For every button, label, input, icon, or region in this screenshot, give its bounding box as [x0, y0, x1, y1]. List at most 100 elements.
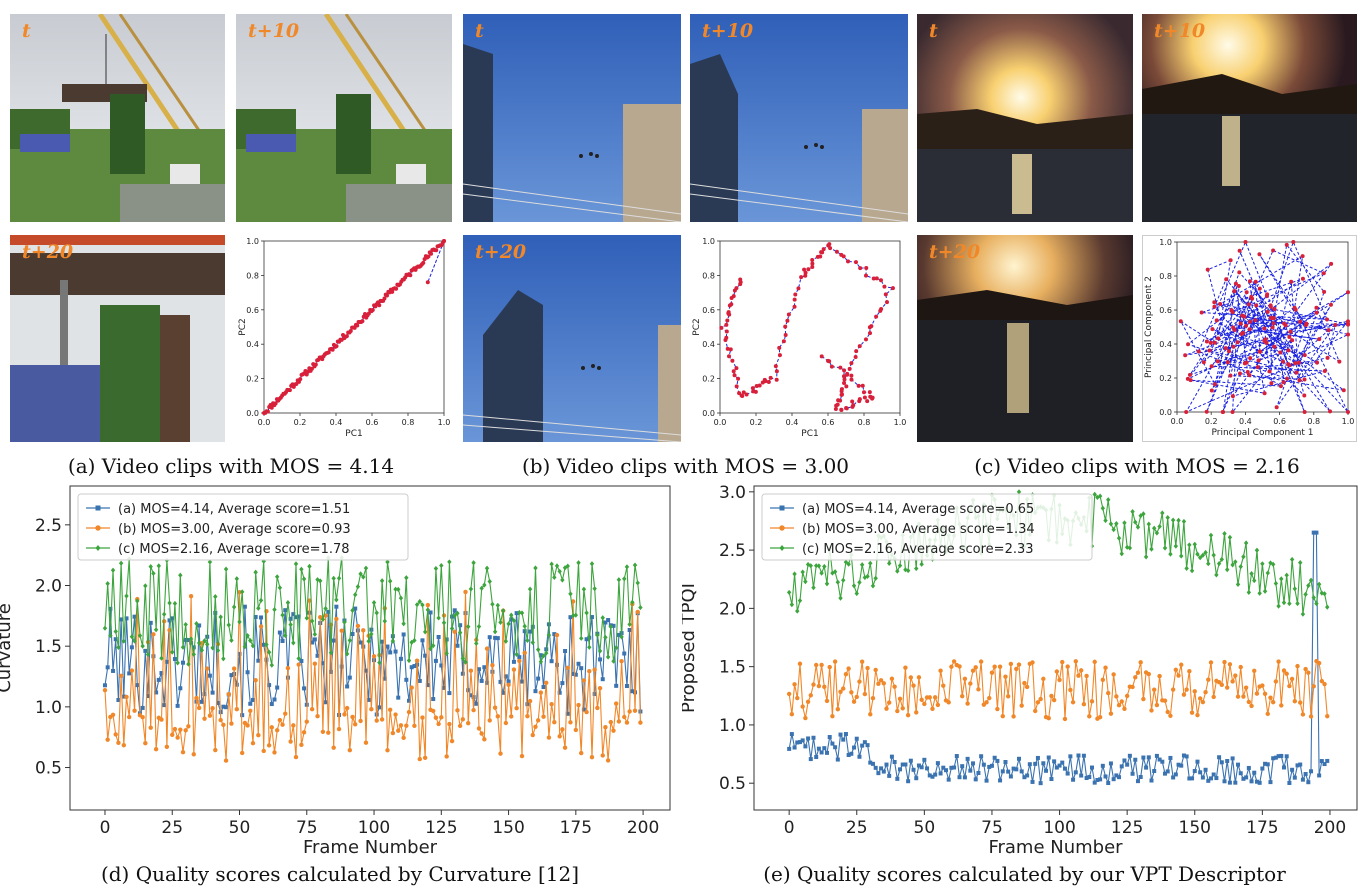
x-tick-label: 0.2	[294, 418, 307, 427]
series-point	[500, 608, 506, 614]
series-point	[511, 659, 516, 664]
series-point	[191, 651, 196, 657]
series-point	[1171, 775, 1176, 780]
series-point	[811, 735, 816, 740]
series-point	[334, 616, 339, 622]
x-tick-label: 50	[914, 818, 936, 838]
series-point	[1181, 518, 1187, 525]
series-point	[792, 571, 797, 577]
series-point	[167, 600, 172, 606]
series-point	[933, 772, 938, 777]
tpqi-chart: 0 25 50 75 100 125 150 175 200 0.5 1.0 1.5 2.0 2.5 3.0…	[678, 478, 1367, 860]
series-point	[624, 684, 629, 689]
series-point	[520, 679, 525, 684]
series-point	[1141, 696, 1146, 702]
series-point	[884, 706, 889, 711]
series-point	[616, 719, 622, 724]
series-point	[835, 707, 841, 712]
series-point	[387, 578, 393, 584]
series-point	[261, 748, 266, 754]
series-point	[841, 686, 846, 691]
pca-b-point	[874, 276, 879, 281]
series-point	[153, 627, 159, 633]
series-point	[492, 705, 498, 710]
series-point	[180, 644, 186, 650]
pca-c-point	[1328, 302, 1333, 307]
series-point	[611, 728, 616, 733]
x-tick-label: 0.0	[714, 418, 727, 427]
series-point	[565, 665, 570, 671]
pca-b-point	[810, 257, 815, 262]
y-tick-label: 2.5	[719, 541, 746, 561]
series-point	[425, 607, 431, 613]
series-point	[374, 610, 379, 616]
series-point	[873, 575, 878, 581]
x-tick-label: 0.6	[822, 418, 835, 427]
series-point	[291, 723, 296, 728]
series-point	[819, 662, 824, 668]
series-point	[538, 690, 544, 695]
series-point	[1254, 691, 1260, 696]
pca-b-point	[818, 254, 823, 259]
pca-c-point	[1326, 328, 1331, 333]
series-point	[1238, 564, 1243, 570]
y-tick-label: 0.5	[35, 759, 62, 779]
series-point	[854, 694, 859, 700]
pca-b-point	[737, 391, 742, 396]
series-point	[119, 617, 124, 622]
series-point	[323, 700, 328, 705]
series-point	[541, 714, 546, 719]
clip-b-frame-t: t	[463, 14, 681, 222]
series-point	[476, 667, 481, 672]
series-point	[428, 610, 433, 615]
series-point	[1176, 673, 1181, 678]
series-point	[600, 753, 605, 758]
series-point	[132, 614, 137, 619]
series-point	[196, 705, 202, 711]
series-point	[105, 665, 110, 670]
series-point	[164, 659, 169, 664]
series-point	[841, 737, 846, 742]
pca-b-point	[806, 267, 811, 272]
series-point	[584, 610, 589, 616]
series-point	[1197, 555, 1203, 561]
series-point	[245, 723, 250, 728]
series-point	[471, 560, 476, 566]
pca-c-point	[1272, 344, 1277, 349]
series-point	[1157, 523, 1162, 530]
series-point	[439, 562, 444, 569]
series-point	[153, 746, 159, 752]
pca-c-point	[1298, 319, 1303, 324]
series-point	[291, 612, 296, 617]
pca-c-point	[1317, 337, 1322, 342]
series-point	[536, 676, 541, 681]
pca-a-point	[408, 273, 413, 278]
pca-c-point	[1294, 370, 1299, 375]
series-point	[597, 648, 603, 654]
series-point	[1033, 708, 1038, 714]
series-point	[312, 631, 318, 637]
pca-a-point	[309, 366, 314, 371]
pca-b-point	[857, 399, 862, 404]
pca-b-point	[727, 303, 732, 308]
series-point	[151, 570, 156, 577]
series-point	[597, 685, 603, 691]
series-point	[1022, 775, 1027, 780]
series-point	[406, 657, 412, 664]
series-point	[1179, 763, 1184, 768]
pca-c-point	[1341, 388, 1346, 393]
series-point	[998, 778, 1003, 783]
frame-label-t20: t+20	[475, 241, 527, 263]
series-point	[514, 706, 519, 711]
series-point	[803, 715, 808, 721]
series-point	[816, 683, 822, 689]
series-point	[862, 691, 868, 697]
series-point	[786, 589, 792, 596]
series-point	[277, 585, 283, 591]
series-point	[1111, 777, 1116, 782]
pca-c-point	[1254, 303, 1259, 308]
pca-b-point	[786, 312, 791, 317]
legend-label: (b) MOS=3.00, Average score=0.93	[118, 522, 351, 537]
pca-c-point	[1257, 286, 1262, 291]
series-point	[328, 669, 333, 674]
